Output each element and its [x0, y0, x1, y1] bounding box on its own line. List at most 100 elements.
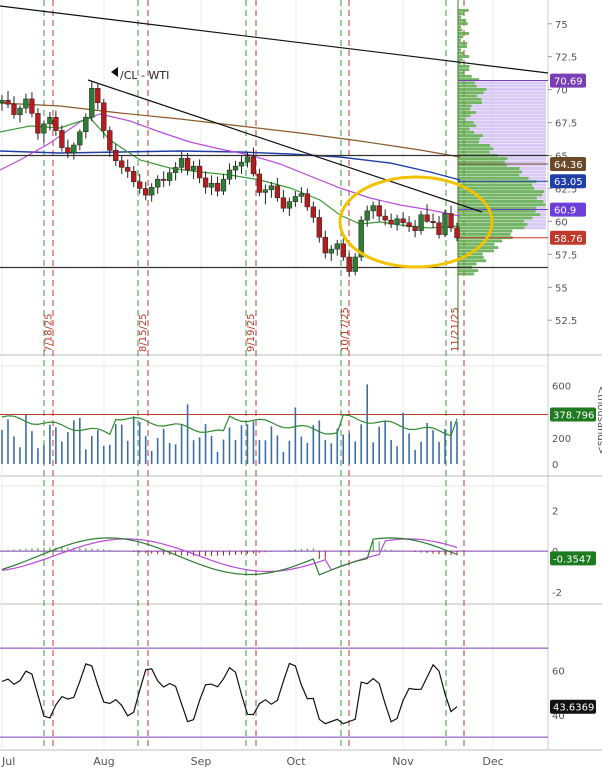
profile-bar	[458, 134, 483, 138]
candle-body	[250, 156, 257, 175]
profile-bar	[458, 101, 482, 105]
candle-body	[442, 213, 448, 235]
candle-body	[454, 227, 460, 239]
value-area-band	[471, 104, 546, 108]
value-area-band	[540, 213, 546, 217]
profile-bar	[458, 28, 463, 32]
price-badge-label: 60.9	[554, 206, 576, 217]
macd-badge-label: -0.3547	[553, 554, 592, 565]
candle-body	[208, 182, 215, 188]
profile-bar	[458, 107, 471, 111]
date-marker-label: 10/17/25	[340, 307, 351, 352]
profile-bar	[458, 12, 465, 16]
candle-body	[334, 243, 340, 250]
candle-body	[328, 248, 334, 254]
candle-body	[322, 236, 328, 254]
date-marker-label: 7/18/25	[44, 313, 55, 352]
candle-body	[376, 205, 382, 217]
volume-tick-label: 200	[552, 434, 571, 445]
candle-body	[47, 117, 53, 125]
value-area-band	[507, 157, 546, 161]
profile-bar	[458, 81, 475, 85]
candle-body	[196, 165, 203, 179]
profile-bar	[458, 209, 536, 213]
candle-body	[370, 205, 376, 212]
profile-bar	[458, 203, 546, 207]
value-area-band	[469, 127, 546, 131]
candle-body	[71, 144, 77, 154]
month-labels: Jul Aug Sep Oct Nov Dec	[1, 755, 504, 768]
value-area-band	[476, 111, 546, 114]
candle-body	[220, 178, 227, 192]
profile-bar	[458, 167, 520, 170]
price-tick-label: 75	[555, 20, 568, 31]
candle-body	[364, 210, 370, 221]
price-tick-label: 72.5	[555, 53, 577, 64]
profile-bar	[458, 55, 470, 58]
month-label: Sep	[191, 755, 212, 768]
price-tick-label: 67.5	[555, 119, 577, 130]
value-area-band	[470, 114, 546, 118]
profile-bar	[458, 186, 535, 190]
profile-bar	[458, 216, 533, 220]
month-label: Jul	[1, 755, 15, 768]
candle-body	[137, 181, 143, 189]
profile-bar	[458, 140, 479, 144]
macd-panel: -202-0.3547	[0, 506, 596, 599]
value-area-band	[524, 226, 546, 230]
macd-line	[1, 537, 458, 576]
value-area-band	[479, 140, 546, 144]
oscillator-badge-label: 43.6369	[553, 703, 594, 714]
value-area-band	[504, 160, 546, 164]
oscillator-panel: 40 60 43.6369	[0, 647, 596, 738]
candle-body	[358, 219, 364, 258]
price-badge	[550, 230, 586, 245]
highlight-ellipse	[338, 175, 494, 269]
value-area-band	[486, 88, 546, 91]
value-area-band	[481, 97, 546, 101]
candle-body	[143, 188, 149, 196]
profile-bar	[458, 170, 523, 174]
candle-body	[95, 88, 101, 104]
profile-bar	[458, 51, 464, 55]
profile-bar	[458, 150, 490, 154]
profile-bar	[458, 160, 505, 164]
profile-bar	[458, 58, 463, 62]
candle-body	[436, 222, 442, 235]
candle-body	[119, 160, 125, 168]
date-marker-label: 8/15/25	[138, 313, 149, 352]
candle-body	[286, 201, 293, 209]
value-area-band	[532, 183, 546, 187]
value-area-band	[536, 206, 546, 210]
trend-lines	[0, 5, 549, 213]
candle-body	[155, 178, 161, 188]
candle-body	[107, 130, 113, 151]
profile-bar	[458, 97, 482, 101]
candle-body	[310, 206, 316, 218]
profile-bar	[458, 232, 511, 236]
profile-bar	[458, 32, 469, 35]
price-badge	[550, 202, 586, 217]
volume-badge	[550, 407, 596, 422]
candle-body	[340, 243, 346, 258]
price-tick-label: 60	[555, 217, 568, 228]
candle-body	[406, 222, 412, 227]
candle-body	[262, 189, 269, 193]
candle-body	[394, 218, 400, 225]
ma-brown	[0, 102, 461, 158]
value-area-band	[535, 209, 546, 213]
profile-bar	[458, 45, 468, 49]
value-area-band	[532, 216, 546, 220]
candle-body	[149, 186, 155, 196]
candle-body	[238, 161, 245, 167]
profile-bar	[458, 71, 464, 75]
candle-body	[214, 182, 221, 192]
profile-bar	[458, 239, 503, 243]
value-area-band	[528, 176, 546, 180]
month-label: Nov	[392, 755, 414, 768]
value-area-band	[465, 117, 546, 121]
candle-body	[244, 156, 251, 163]
profile-bar	[458, 25, 461, 29]
